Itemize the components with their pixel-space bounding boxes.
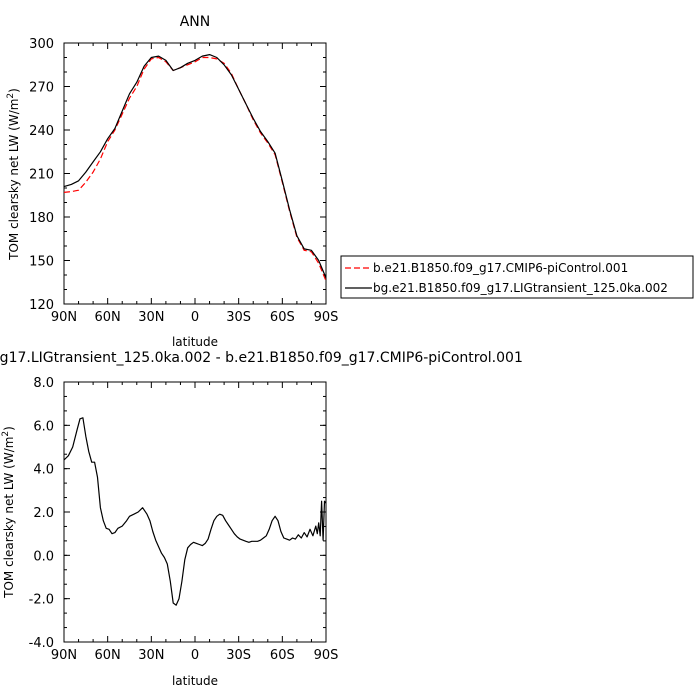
y-axis-label: TOM clearsky net LW (W/m2) <box>1 426 16 599</box>
y-axis-label: TOM clearsky net LW (W/m2) <box>6 88 21 261</box>
y-tick-label: 4.0 <box>33 463 54 478</box>
y-tick-label: 180 <box>29 211 54 226</box>
x-tick-label: 60N <box>95 310 121 325</box>
y-axis-label-tail: ) <box>2 426 16 431</box>
y-axis-label-main: TOM clearsky net LW (W/m <box>2 437 16 599</box>
x-tick-label: 30N <box>138 310 164 325</box>
y-axis-label-main: TOM clearsky net LW (W/m <box>7 99 21 261</box>
y-tick-label: 270 <box>29 81 54 96</box>
x-tick-label: 30S <box>226 310 251 325</box>
bottom-panel: bg.e21.B1850.f09_g17.LIGtransient_125.0k… <box>0 350 523 688</box>
plot-frame <box>63 381 327 643</box>
y-tick-label: -4.0 <box>29 636 54 651</box>
y-tick-label: 2.0 <box>33 506 54 521</box>
legend: b.e21.B1850.f09_g17.CMIP6-piControl.001b… <box>340 255 694 299</box>
x-tick-label: 90N <box>51 310 77 325</box>
legend-label: b.e21.B1850.f09_g17.CMIP6-piControl.001 <box>373 261 628 275</box>
y-tick-label: 150 <box>29 255 54 270</box>
x-tick-label: 30S <box>226 648 251 663</box>
legend-box <box>340 255 694 299</box>
y-tick-label: 0.0 <box>33 549 54 564</box>
x-tick-label: 90S <box>314 310 339 325</box>
x-axis-label: latitude <box>172 335 218 349</box>
y-axis-label-tail: ) <box>7 88 21 93</box>
x-tick-label: 60S <box>270 310 295 325</box>
legend-label: bg.e21.B1850.f09_g17.LIGtransient_125.0k… <box>373 281 668 295</box>
series-line-0 <box>63 417 327 606</box>
y-tick-label: 210 <box>29 168 54 183</box>
chart-title: bg.e21.B1850.f09_g17.LIGtransient_125.0k… <box>0 350 523 366</box>
x-tick-label: 0 <box>191 648 199 663</box>
x-tick-label: 30N <box>138 648 164 663</box>
chart-title: ANN <box>180 14 211 30</box>
series-line-0 <box>63 56 327 282</box>
plot-frame <box>63 42 327 305</box>
y-axis-label-sup: 2 <box>6 93 16 99</box>
y-axis-label-sup: 2 <box>1 431 11 437</box>
y-tick-label: 8.0 <box>33 376 54 391</box>
y-tick-label: -2.0 <box>29 593 54 608</box>
x-tick-label: 60S <box>270 648 295 663</box>
x-tick-label: 60N <box>95 648 121 663</box>
top-panel: ANN TOM clearsky net LW (W/m2) latitude … <box>6 14 338 349</box>
y-tick-label: 300 <box>29 37 54 52</box>
y-tick-label: 240 <box>29 124 54 139</box>
y-tick-label: 120 <box>29 298 54 313</box>
x-tick-label: 90N <box>51 648 77 663</box>
x-axis-label: latitude <box>172 674 218 688</box>
y-tick-label: 6.0 <box>33 419 54 434</box>
x-tick-label: 90S <box>314 648 339 663</box>
series-line-1 <box>63 53 327 279</box>
x-tick-label: 0 <box>191 310 199 325</box>
